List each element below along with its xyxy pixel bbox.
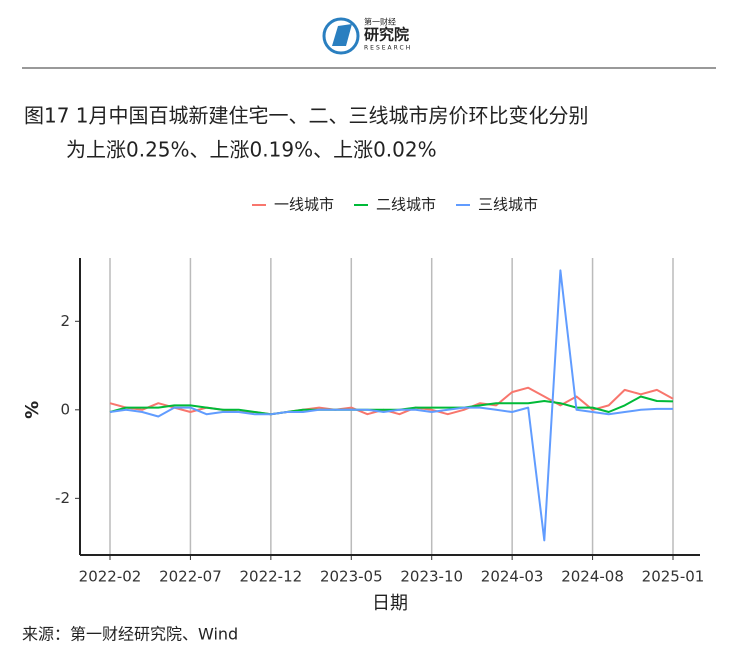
legend-label: 三线城市 bbox=[478, 196, 538, 214]
legend-label: 一线城市 bbox=[274, 196, 334, 214]
x-tick-label: 2025-01 bbox=[642, 568, 705, 586]
title-line: 为上涨0.25%、上涨0.19%、上涨0.02% bbox=[66, 138, 437, 162]
title-line: 图17 1月中国百城新建住宅一、二、三线城市房价环比变化分别 bbox=[24, 104, 589, 128]
logo-ring bbox=[322, 17, 360, 55]
series-line bbox=[109, 386, 674, 416]
series-line bbox=[109, 395, 674, 416]
source: 来源：第一财经研究院、Wind bbox=[22, 625, 238, 644]
y-axis-label: % bbox=[22, 401, 43, 419]
x-tick-label: 2024-08 bbox=[561, 568, 624, 586]
x-tick-label: 2023-10 bbox=[400, 568, 463, 586]
x-tick-label: 2023-05 bbox=[320, 568, 383, 586]
logo-en: RESEARCH bbox=[364, 45, 412, 52]
series-line bbox=[109, 269, 673, 542]
logo: 第一财经 研究院 RESEARCH bbox=[322, 17, 412, 55]
y-tick-label: 2 bbox=[60, 312, 70, 330]
chart: 2022-02 2022-07 2022-12 2023-05 2023-10 2024-… bbox=[22, 196, 704, 615]
y-tick-label: -2 bbox=[55, 489, 70, 507]
logo-cn: 研究院 bbox=[364, 26, 409, 44]
logo-mark bbox=[332, 24, 352, 46]
y-tick-label: 0 bbox=[60, 400, 70, 418]
x-axis-label: 日期 bbox=[372, 593, 408, 614]
logo-small: 第一财经 bbox=[364, 17, 396, 27]
x-tick-label: 2022-07 bbox=[159, 568, 222, 586]
x-tick-label: 2022-02 bbox=[79, 568, 142, 586]
x-tick-label: 2024-03 bbox=[481, 568, 544, 586]
x-tick-label: 2022-12 bbox=[240, 568, 303, 586]
legend-label: 二线城市 bbox=[376, 196, 436, 214]
